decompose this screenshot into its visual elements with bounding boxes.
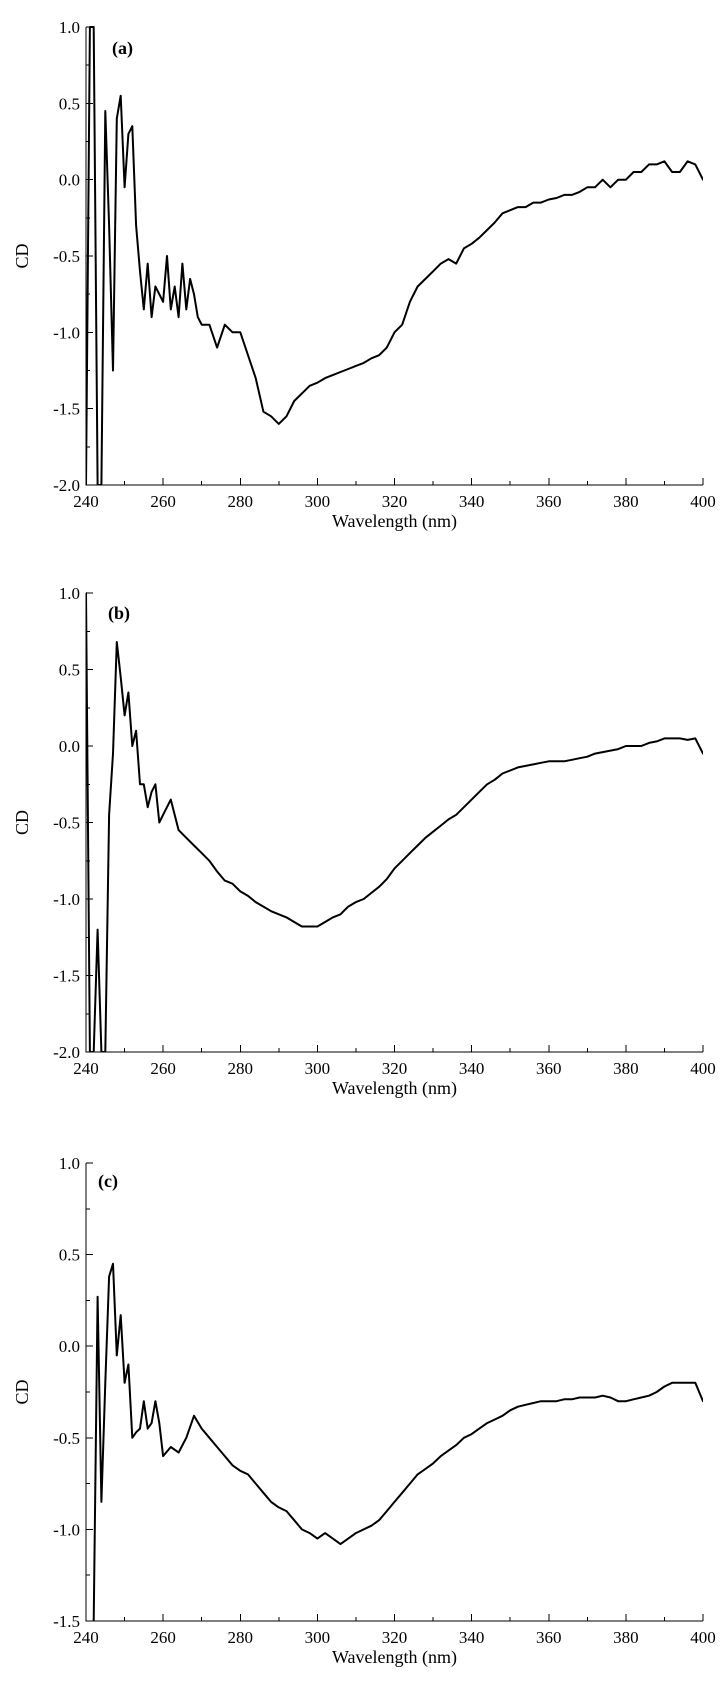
x-tick-label: 400: [690, 1059, 716, 1078]
x-tick-label: 340: [459, 1628, 485, 1647]
panel-label: (c): [98, 1171, 118, 1192]
x-tick-label: 400: [690, 492, 716, 511]
y-tick-label: 0.5: [59, 1246, 80, 1265]
y-tick-label: -1.0: [53, 1520, 80, 1539]
x-tick-label: 300: [305, 492, 331, 511]
y-tick-label: 0.5: [59, 94, 80, 113]
axis-lines: [85, 1163, 703, 1622]
y-tick-label: 0.0: [59, 737, 80, 756]
x-tick-label: 400: [690, 1628, 716, 1647]
y-tick-label: -1.5: [53, 967, 80, 986]
x-tick-label: 260: [150, 1059, 176, 1078]
x-tick-label: 380: [613, 1628, 639, 1647]
x-tick-label: 340: [459, 1059, 485, 1078]
y-tick-label: 1.0: [59, 584, 80, 603]
panel-label: (a): [112, 38, 133, 59]
x-tick-label: 300: [305, 1628, 331, 1647]
y-tick-label: -0.5: [53, 247, 80, 266]
y-tick-label: 1.0: [59, 18, 80, 37]
x-tick-label: 340: [459, 492, 485, 511]
y-tick-label: 0.0: [59, 171, 80, 190]
x-tick-label: 280: [228, 492, 254, 511]
x-axis-label: Wavelength (nm): [332, 1647, 457, 1668]
x-tick-label: 320: [382, 1628, 408, 1647]
y-tick-label: -0.5: [53, 814, 80, 833]
y-tick-label: -1.5: [53, 400, 80, 419]
x-tick-label: 280: [228, 1059, 254, 1078]
panel-label: (b): [108, 603, 130, 624]
x-tick-label: 320: [382, 492, 408, 511]
x-tick-label: 280: [228, 1628, 254, 1647]
x-tick-label: 300: [305, 1059, 331, 1078]
axis-lines: [85, 27, 703, 486]
x-tick-label: 360: [536, 1059, 562, 1078]
x-tick-label: 380: [613, 492, 639, 511]
y-tick-label: 1.0: [59, 1154, 80, 1173]
x-tick-label: 260: [150, 1628, 176, 1647]
x-tick-label: 320: [382, 1059, 408, 1078]
y-tick-label: -0.5: [53, 1429, 80, 1448]
y-tick-label: -1.0: [53, 323, 80, 342]
y-axis-label: CD: [12, 243, 32, 268]
y-tick-label: 0.0: [59, 1337, 80, 1356]
y-tick-label: -1.5: [53, 1612, 80, 1631]
cd-series-line: [86, 26, 703, 485]
x-axis-label: Wavelength (nm): [332, 511, 457, 532]
x-tick-label: 380: [613, 1059, 639, 1078]
chart-panel-3: 240 260 280 300 320 340 360 380 400 -1.5 -1.0 -0.5 0…: [12, 1154, 716, 1668]
y-tick-label: -2.0: [53, 1043, 80, 1062]
cd-series-line: [92, 1262, 703, 1621]
x-tick-label: 360: [536, 1628, 562, 1647]
y-tick-label: -2.0: [53, 476, 80, 495]
x-tick-label: 240: [73, 1628, 99, 1647]
x-tick-label: 360: [536, 492, 562, 511]
x-tick-label: 240: [73, 1059, 99, 1078]
chart-panel-1: 240 260 280 300 320 340 360 380 400 -2.0 -1.5 -1.0 -…: [12, 18, 716, 532]
x-axis-label: Wavelength (nm): [332, 1078, 457, 1099]
y-axis-label: CD: [12, 1379, 32, 1404]
cd-series-line: [86, 592, 703, 1052]
y-axis-label: CD: [12, 810, 32, 835]
y-tick-label: -1.0: [53, 890, 80, 909]
x-tick-label: 260: [150, 492, 176, 511]
axis-lines: [85, 593, 703, 1053]
chart-panel-2: 240 260 280 300 320 340 360 380 400 -2.0 -1.5 -1.0 -…: [12, 584, 716, 1099]
y-tick-label: 0.5: [59, 661, 80, 680]
x-tick-label: 240: [73, 492, 99, 511]
